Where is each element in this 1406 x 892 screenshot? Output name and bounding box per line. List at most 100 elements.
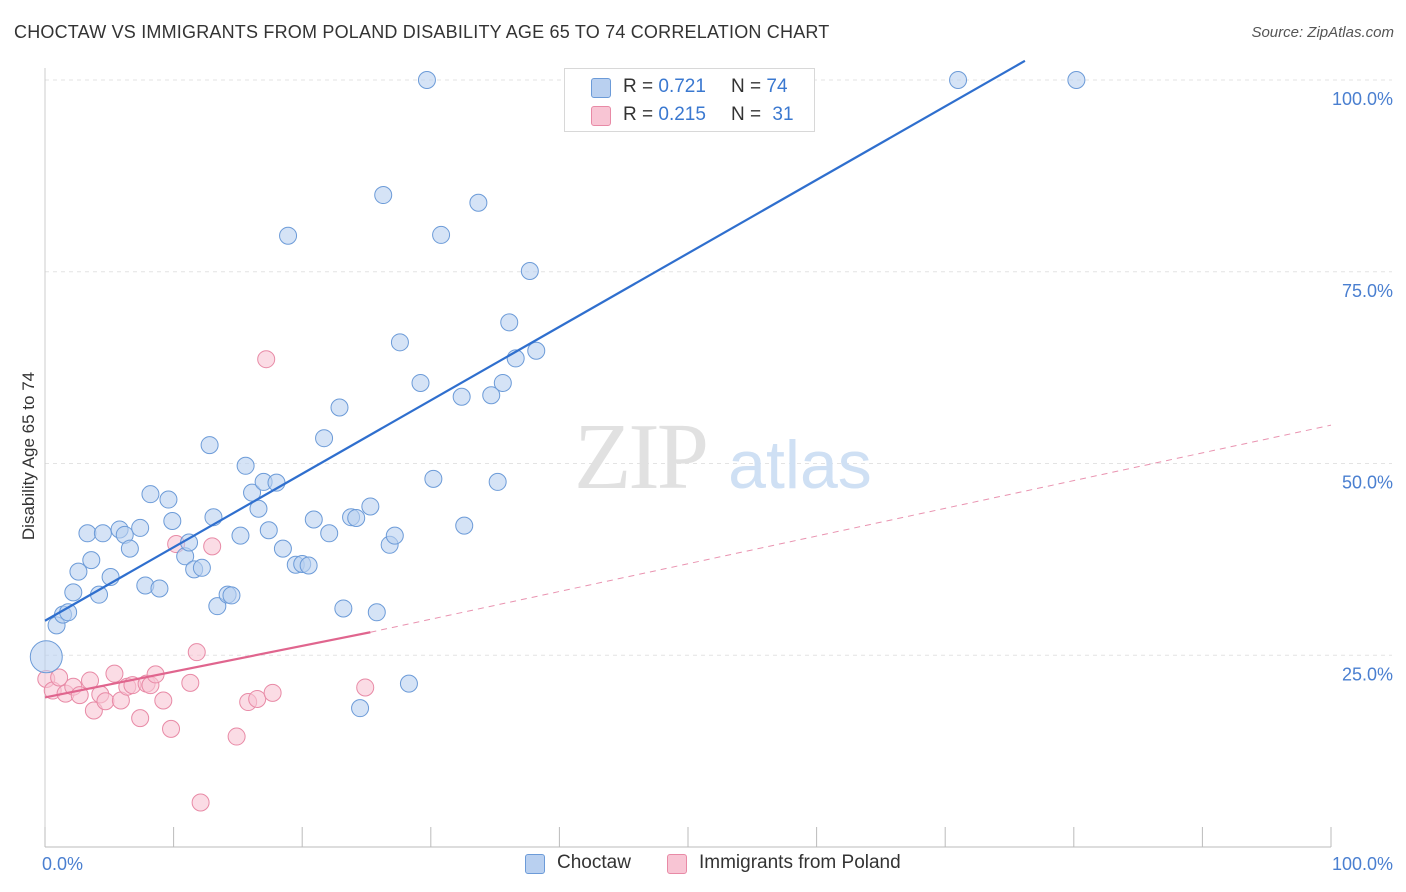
choctaw-point (82, 551, 101, 570)
choctaw-point (482, 386, 501, 405)
poland-point (263, 683, 282, 702)
choctaw-point (131, 518, 150, 537)
choctaw-point (259, 521, 278, 540)
choctaw-point (493, 373, 512, 392)
choctaw-point (432, 225, 451, 244)
choctaw-point (424, 469, 443, 488)
r-value: 0.215 (658, 104, 706, 125)
choctaw-point (120, 539, 139, 558)
y-tick-label: 50.0% (1342, 473, 1393, 493)
choctaw-point (411, 373, 430, 392)
legend-row-choctaw: R = 0.721 N = 74 (565, 72, 814, 102)
choctaw-point (949, 71, 968, 89)
legend-r-choctaw: R = 0.721 (623, 76, 706, 98)
choctaw-point (273, 539, 292, 558)
poland-point (50, 668, 69, 687)
choctaw-point (417, 71, 436, 89)
n-value: 31 (772, 104, 794, 125)
choctaw-point (29, 640, 63, 674)
poland-point (257, 350, 276, 369)
watermark: ZIP atlas (574, 405, 872, 509)
bottom-legend-label: Immigrants from Poland (699, 852, 901, 873)
choctaw-point (469, 193, 488, 212)
choctaw-point (315, 429, 334, 448)
poland-point (248, 689, 267, 708)
choctaw-point (78, 524, 97, 543)
chart-source: Source: ZipAtlas.com (1251, 24, 1394, 41)
choctaw-point (399, 674, 418, 693)
choctaw-point (236, 456, 255, 475)
choctaw-point (488, 472, 507, 491)
poland-point (203, 537, 222, 556)
r-value: 0.721 (658, 76, 706, 97)
poland-point (356, 678, 375, 697)
choctaw-point (1067, 71, 1086, 89)
choctaw-point (361, 497, 380, 516)
choctaw-point (385, 526, 404, 545)
poland-trend-line (44, 631, 371, 699)
choctaw-points (29, 71, 1086, 718)
poland-point (131, 709, 150, 728)
choctaw-point (452, 387, 471, 406)
choctaw-point (351, 699, 370, 718)
poland-point (187, 643, 206, 662)
choctaw-point (304, 510, 323, 529)
choctaw-trend-line (44, 59, 1026, 622)
poland-point (162, 719, 181, 738)
choctaw-point (222, 586, 241, 605)
choctaw-point (334, 599, 353, 618)
choctaw-point (320, 524, 339, 543)
legend-row-poland: R = 0.215 N = 31 (565, 100, 814, 130)
bottom-legend-label: Choctaw (557, 852, 631, 873)
choctaw-point (330, 398, 349, 417)
r-label: R = (623, 76, 654, 97)
choctaw-point (374, 186, 393, 205)
choctaw-point (192, 558, 211, 577)
y-tick-label: 100.0% (1332, 89, 1393, 109)
n-label: N = (731, 76, 762, 97)
poland-points (37, 350, 375, 812)
poland-point (154, 691, 173, 710)
choctaw-point (243, 483, 262, 502)
choctaw-point (367, 603, 386, 622)
grid-layer (45, 79, 1392, 656)
choctaw-point (249, 499, 268, 518)
choctaw-point (231, 526, 250, 545)
y-tick-label: 25.0% (1342, 664, 1393, 684)
choctaw-point (347, 508, 366, 527)
legend-r-poland: R = 0.215 (623, 104, 706, 126)
choctaw-point (141, 485, 160, 504)
legend: R = 0.721 N = 74 R = 0.215 N = 31 (564, 68, 815, 132)
poland-point (191, 793, 210, 812)
poland-trend-extension (370, 424, 1332, 633)
watermark-zip: ZIP (574, 405, 706, 509)
poland-swatch (667, 854, 687, 874)
choctaw-point (299, 556, 318, 575)
axis-layer (44, 68, 1332, 848)
trend-layer (44, 59, 1332, 699)
choctaw-point (200, 436, 219, 455)
x-tick-label: 0.0% (42, 854, 83, 874)
chart-title: CHOCTAW VS IMMIGRANTS FROM POLAND DISABI… (14, 22, 830, 42)
poland-point (181, 673, 200, 692)
poland-swatch (591, 106, 611, 126)
choctaw-point (390, 333, 409, 352)
poland-point (227, 727, 246, 746)
choctaw-point (500, 313, 519, 332)
choctaw-point (455, 516, 474, 535)
choctaw-point (150, 579, 169, 598)
watermark-atlas: atlas (728, 427, 872, 503)
choctaw-point (279, 226, 298, 245)
poland-point (105, 664, 124, 683)
choctaw-swatch (525, 854, 545, 874)
tick-layer: 25.0% 50.0% 75.0% 100.0% 0.0% 100.0% (42, 89, 1393, 874)
n-value: 74 (766, 76, 788, 97)
choctaw-point (527, 341, 546, 360)
choctaw-point (204, 508, 223, 527)
poland-point (96, 692, 115, 711)
choctaw-point (163, 512, 182, 531)
choctaw-point (520, 261, 539, 280)
choctaw-point (159, 490, 178, 509)
legend-n-poland: N = 31 (731, 104, 794, 126)
